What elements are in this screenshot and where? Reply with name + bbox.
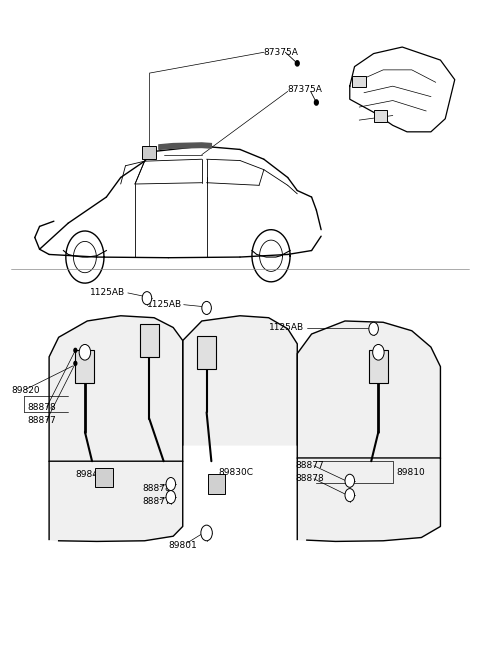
Text: 1125AB: 1125AB: [90, 288, 125, 297]
Text: 89830C: 89830C: [218, 468, 253, 477]
Bar: [96, 468, 113, 487]
Text: 89840B: 89840B: [75, 470, 110, 479]
Circle shape: [169, 482, 172, 486]
Text: 89810: 89810: [396, 468, 425, 477]
Bar: [352, 76, 365, 88]
Text: 1125AB: 1125AB: [269, 323, 304, 332]
Text: 88877: 88877: [295, 461, 324, 470]
Polygon shape: [183, 316, 297, 445]
Circle shape: [79, 345, 91, 360]
Circle shape: [314, 100, 318, 105]
Bar: [197, 336, 216, 369]
Text: 87375A: 87375A: [264, 48, 299, 57]
Circle shape: [345, 474, 355, 487]
Circle shape: [348, 479, 351, 483]
Text: 88877: 88877: [142, 497, 171, 506]
Bar: [369, 350, 388, 383]
Bar: [207, 474, 225, 494]
Circle shape: [345, 489, 355, 502]
Text: 88878: 88878: [142, 484, 171, 493]
Bar: [142, 146, 156, 159]
Circle shape: [166, 491, 176, 504]
Circle shape: [166, 477, 176, 491]
Circle shape: [74, 348, 77, 352]
Bar: [75, 350, 95, 383]
Text: 89820: 89820: [11, 386, 39, 395]
Circle shape: [372, 345, 384, 360]
Bar: [373, 110, 387, 122]
Text: 87375A: 87375A: [288, 85, 323, 94]
Text: 88877: 88877: [28, 416, 56, 424]
Circle shape: [202, 301, 211, 314]
Circle shape: [369, 322, 378, 335]
Text: 88878: 88878: [295, 474, 324, 483]
Polygon shape: [297, 458, 441, 542]
Circle shape: [205, 306, 208, 310]
Circle shape: [169, 495, 172, 499]
Text: 89801: 89801: [168, 542, 197, 550]
Polygon shape: [297, 321, 441, 458]
Circle shape: [201, 525, 212, 541]
Bar: [140, 324, 159, 357]
Text: 88878: 88878: [28, 403, 56, 411]
Polygon shape: [49, 461, 183, 542]
Text: 1125AB: 1125AB: [147, 299, 182, 309]
Polygon shape: [49, 316, 183, 461]
Circle shape: [142, 291, 152, 305]
Circle shape: [145, 296, 148, 300]
Circle shape: [295, 61, 299, 66]
Circle shape: [74, 362, 77, 365]
Circle shape: [348, 493, 351, 497]
Circle shape: [372, 327, 375, 331]
Polygon shape: [159, 143, 211, 149]
